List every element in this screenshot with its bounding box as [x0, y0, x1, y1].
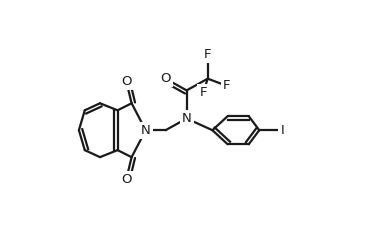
Text: F: F	[204, 48, 211, 61]
Text: N: N	[182, 112, 192, 125]
Text: I: I	[280, 124, 284, 137]
Text: O: O	[160, 72, 171, 85]
Text: O: O	[121, 173, 132, 186]
Text: F: F	[223, 79, 230, 92]
Text: F: F	[199, 86, 207, 99]
Text: N: N	[141, 124, 150, 137]
Text: O: O	[121, 74, 132, 87]
